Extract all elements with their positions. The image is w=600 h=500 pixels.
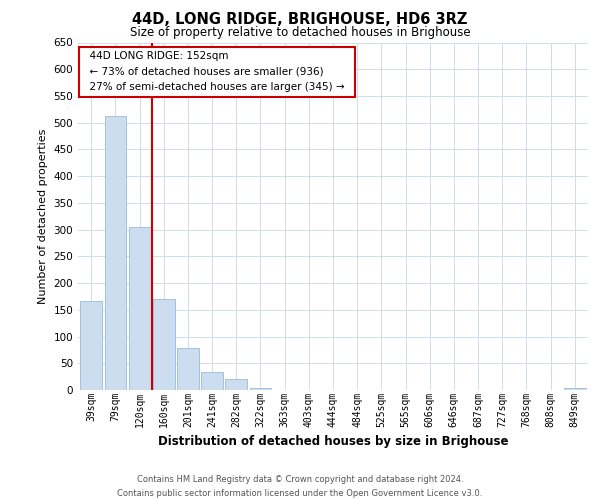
Text: 44D, LONG RIDGE, BRIGHOUSE, HD6 3RZ: 44D, LONG RIDGE, BRIGHOUSE, HD6 3RZ <box>133 12 467 28</box>
Bar <box>104 116 127 390</box>
Bar <box>80 300 102 390</box>
Text: Contains HM Land Registry data © Crown copyright and database right 2024.
Contai: Contains HM Land Registry data © Crown c… <box>118 476 482 498</box>
Bar <box>201 372 223 390</box>
Bar <box>226 380 247 390</box>
Bar <box>177 348 199 390</box>
Bar <box>250 388 271 390</box>
Bar <box>129 227 151 390</box>
Bar <box>153 298 175 390</box>
X-axis label: Distribution of detached houses by size in Brighouse: Distribution of detached houses by size … <box>158 435 508 448</box>
Y-axis label: Number of detached properties: Number of detached properties <box>38 128 48 304</box>
Text: 44D LONG RIDGE: 152sqm
  ← 73% of detached houses are smaller (936)
  27% of sem: 44D LONG RIDGE: 152sqm ← 73% of detached… <box>83 51 351 92</box>
Text: Size of property relative to detached houses in Brighouse: Size of property relative to detached ho… <box>130 26 470 39</box>
Bar <box>564 388 586 390</box>
